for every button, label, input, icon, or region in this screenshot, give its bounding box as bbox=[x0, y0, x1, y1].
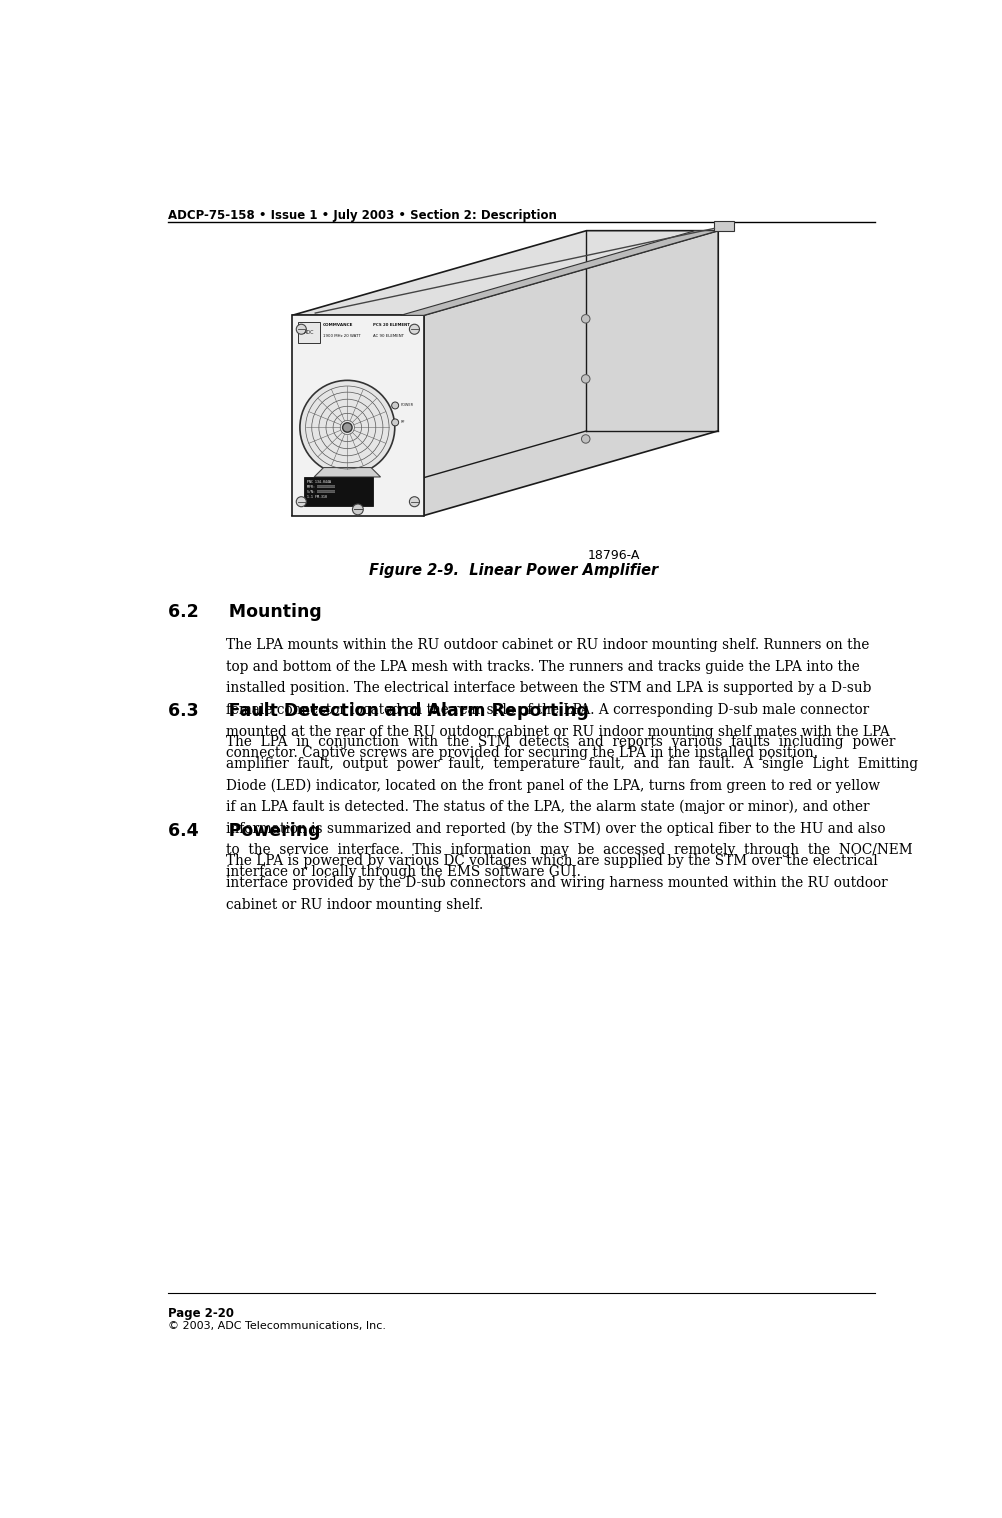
Text: Figure 2-9.  Linear Power Amplifier: Figure 2-9. Linear Power Amplifier bbox=[369, 563, 658, 578]
Circle shape bbox=[352, 504, 363, 515]
Text: The  LPA  in  conjunction  with  the  STM  detects  and  reports  various  fault: The LPA in conjunction with the STM dete… bbox=[225, 735, 895, 748]
Text: interface provided by the D-sub connectors and wiring harness mounted within the: interface provided by the D-sub connecto… bbox=[225, 876, 887, 890]
Text: if an LPA fault is detected. The status of the LPA, the alarm state (major or mi: if an LPA fault is detected. The status … bbox=[225, 800, 869, 814]
Text: mounted at the rear of the RU outdoor cabinet or RU indoor mounting shelf mates : mounted at the rear of the RU outdoor ca… bbox=[225, 724, 889, 739]
Text: POWER: POWER bbox=[400, 404, 413, 407]
Text: ADCP-75-158 • Issue 1 • July 2003 • Section 2: Description: ADCP-75-158 • Issue 1 • July 2003 • Sect… bbox=[167, 209, 556, 222]
Text: 6.3     Fault Detection and Alarm Reporting: 6.3 Fault Detection and Alarm Reporting bbox=[167, 703, 588, 721]
Bar bbox=[292, 316, 423, 516]
Text: 18796-A: 18796-A bbox=[587, 550, 639, 562]
Bar bbox=[304, 477, 373, 507]
Text: interface or locally through the EMS software GUI.: interface or locally through the EMS sof… bbox=[225, 865, 580, 879]
Text: PCS 20 ELEMENT: PCS 20 ELEMENT bbox=[373, 323, 410, 326]
Text: top and bottom of the LPA mesh with tracks. The runners and tracks guide the LPA: top and bottom of the LPA mesh with trac… bbox=[225, 660, 859, 674]
Text: 1900 MHz 20 WATT: 1900 MHz 20 WATT bbox=[323, 334, 361, 339]
Circle shape bbox=[391, 419, 398, 427]
Circle shape bbox=[343, 424, 352, 433]
Circle shape bbox=[581, 434, 589, 443]
Bar bbox=[298, 322, 320, 343]
Text: Page 2-20: Page 2-20 bbox=[167, 1307, 233, 1319]
Circle shape bbox=[296, 496, 306, 507]
Circle shape bbox=[300, 381, 395, 475]
Text: connector. Captive screws are provided for securing the LPA in the installed pos: connector. Captive screws are provided f… bbox=[225, 747, 818, 761]
Polygon shape bbox=[292, 231, 717, 316]
Text: amplifier  fault,  output  power  fault,  temperature  fault,  and  fan  fault. : amplifier fault, output power fault, tem… bbox=[225, 756, 918, 771]
Text: The LPA is powered by various DC voltages which are supplied by the STM over the: The LPA is powered by various DC voltage… bbox=[225, 855, 877, 868]
Text: cabinet or RU indoor mounting shelf.: cabinet or RU indoor mounting shelf. bbox=[225, 897, 483, 911]
Text: 6.4     Powering: 6.4 Powering bbox=[167, 821, 321, 839]
Text: AC 90 ELEMENT: AC 90 ELEMENT bbox=[373, 334, 404, 339]
Polygon shape bbox=[400, 231, 717, 316]
Polygon shape bbox=[314, 468, 380, 477]
Polygon shape bbox=[713, 222, 733, 231]
Text: RF: RF bbox=[400, 420, 405, 425]
Text: © 2003, ADC Telecommunications, Inc.: © 2003, ADC Telecommunications, Inc. bbox=[167, 1321, 386, 1331]
Text: 6.2     Mounting: 6.2 Mounting bbox=[167, 603, 322, 621]
Text: to  the  service  interface.  This  information  may  be  accessed  remotely  th: to the service interface. This informati… bbox=[225, 842, 912, 858]
Circle shape bbox=[409, 496, 419, 507]
Circle shape bbox=[391, 402, 398, 408]
Text: The LPA mounts within the RU outdoor cabinet or RU indoor mounting shelf. Runner: The LPA mounts within the RU outdoor cab… bbox=[225, 638, 869, 653]
Circle shape bbox=[409, 325, 419, 334]
Circle shape bbox=[581, 314, 589, 323]
Text: information is summarized and reported (by the STM) over the optical fiber to th: information is summarized and reported (… bbox=[225, 821, 885, 836]
Polygon shape bbox=[423, 231, 717, 516]
Text: PNC 134-044A
MFR: XXXXXXXXX
S/N: XXXXXXXXX
1.1 FM-310: PNC 134-044A MFR: XXXXXXXXX S/N: XXXXXXX… bbox=[307, 480, 335, 499]
Text: COMMVANCE: COMMVANCE bbox=[323, 323, 353, 326]
Text: installed position. The electrical interface between the STM and LPA is supporte: installed position. The electrical inter… bbox=[225, 682, 871, 695]
Text: ADC: ADC bbox=[304, 329, 314, 335]
Text: Diode (LED) indicator, located on the front panel of the LPA, turns from green t: Diode (LED) indicator, located on the fr… bbox=[225, 779, 879, 792]
Text: female connector located on the rear side of the LPA. A corresponding D-sub male: female connector located on the rear sid… bbox=[225, 703, 869, 716]
Circle shape bbox=[296, 325, 306, 334]
Circle shape bbox=[581, 375, 589, 383]
